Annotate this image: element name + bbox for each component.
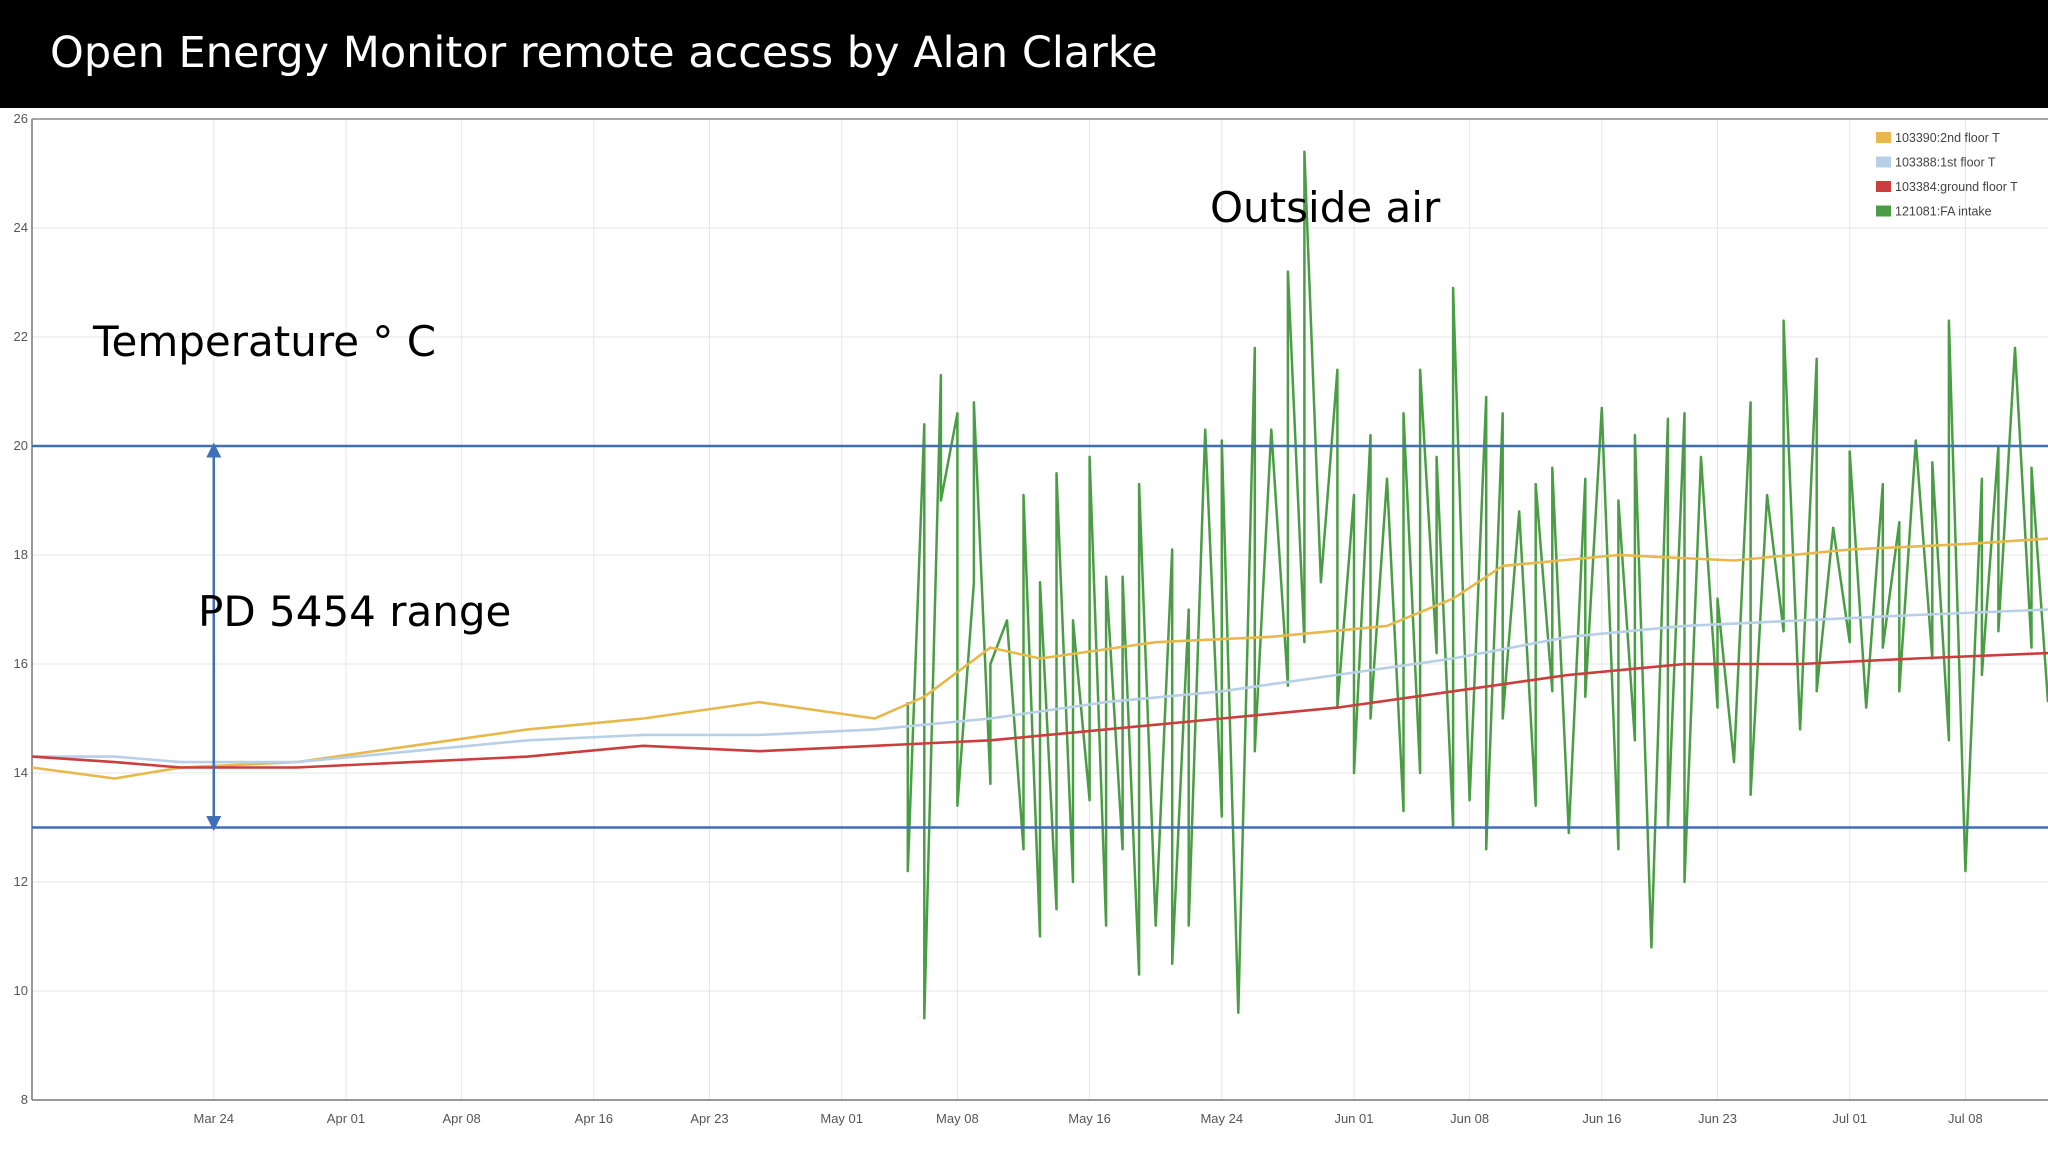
x-tick-label: Apr 08: [442, 1111, 480, 1126]
y-tick-label: 10: [14, 983, 28, 998]
y-tick-label: 14: [14, 765, 28, 780]
slide-title: Open Energy Monitor remote access by Ala…: [50, 28, 1158, 78]
annotation-pd5454-range: PD 5454 range: [198, 587, 511, 636]
x-tick-label: May 24: [1200, 1111, 1243, 1126]
legend: 103390:2nd floor T 103388:1st floor T 1033…: [1876, 131, 2018, 219]
x-tick-label: May 01: [820, 1111, 863, 1126]
series-line-2: [31, 651, 2048, 769]
x-tick-label: Apr 01: [327, 1111, 365, 1126]
x-tick-label: May 16: [1068, 1111, 1111, 1126]
legend-label: 121081:FA intake: [1895, 205, 1992, 219]
legend-label: 103390:2nd floor T: [1895, 131, 2000, 145]
annotation-outside-air: Outside air: [1210, 183, 1441, 232]
legend-swatch: [1876, 181, 1891, 192]
y-tick-label: 8: [21, 1092, 28, 1107]
x-tick-label: Jun 16: [1582, 1111, 1621, 1126]
y-tick-label: 12: [14, 874, 28, 889]
x-tick-label: Jul 08: [1948, 1111, 1983, 1126]
x-tick-label: May 08: [936, 1111, 979, 1126]
series-line-1: [32, 608, 2048, 764]
y-tick-label: 26: [14, 111, 28, 126]
x-tick-label: Mar 24: [194, 1111, 234, 1126]
title-bar: [0, 0, 2048, 108]
legend-label: 103384:ground floor T: [1895, 180, 2018, 194]
x-tick-label: Apr 16: [575, 1111, 613, 1126]
y-tick-label: 20: [14, 438, 28, 453]
y-tick-label: 18: [14, 547, 28, 562]
y-tick-label: 16: [14, 656, 28, 671]
series-line-0: [31, 537, 2048, 780]
legend-label: 103388:1st floor T: [1895, 156, 1996, 170]
legend-swatch: [1876, 156, 1891, 168]
y-tick-label: 24: [14, 220, 28, 235]
x-tick-label: Jun 08: [1450, 1111, 1489, 1126]
x-tick-label: Jun 23: [1698, 1111, 1737, 1126]
x-tick-label: Apr 23: [690, 1111, 728, 1126]
annotation-temperature: Temperature ° C: [92, 317, 436, 366]
y-tick-label: 22: [14, 329, 28, 344]
legend-swatch: [1876, 205, 1891, 217]
x-tick-label: Jul 01: [1832, 1111, 1867, 1126]
legend-swatch: [1876, 132, 1891, 143]
x-tick-label: Jun 01: [1334, 1111, 1373, 1126]
series-line-3: [906, 150, 2048, 1020]
